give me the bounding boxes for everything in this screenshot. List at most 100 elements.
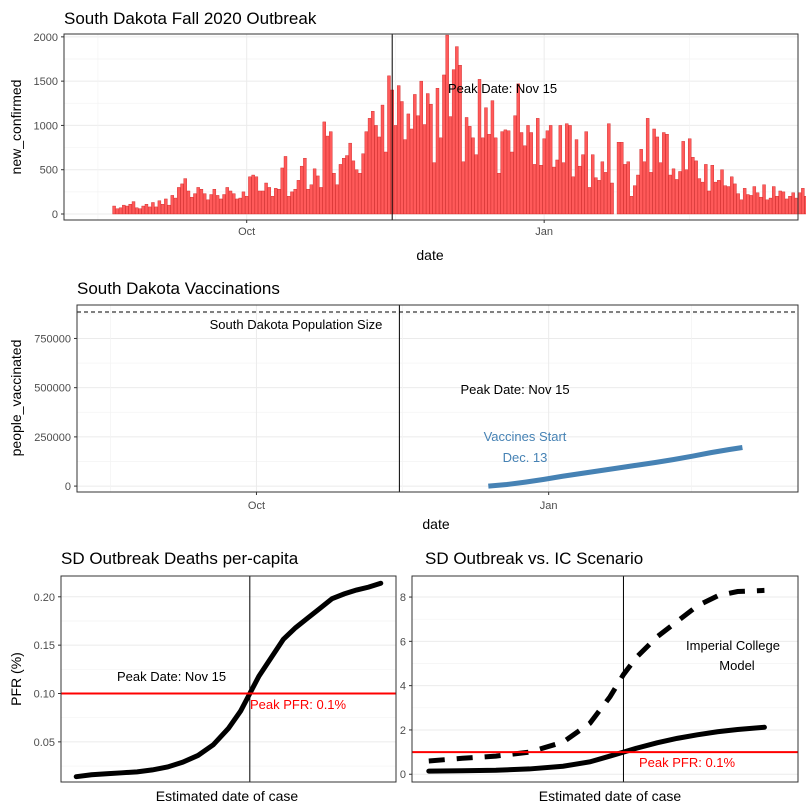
outbreak-bar xyxy=(128,204,132,215)
deaths-y-tick-label: 0.10 xyxy=(34,689,55,701)
outbreak-bar xyxy=(112,205,116,215)
outbreak-bar xyxy=(419,80,423,215)
outbreak-bar xyxy=(772,186,776,215)
outbreak-bar xyxy=(717,180,721,215)
outbreak-y-ticks: 0 500 1000 1500 2000 xyxy=(34,32,64,221)
outbreak-bar xyxy=(752,186,757,215)
deaths-grid xyxy=(61,596,396,767)
outbreak-bar xyxy=(131,201,136,215)
outbreak-bar xyxy=(342,157,346,215)
outbreak-bar xyxy=(755,192,760,215)
imperial-college-dashed-line xyxy=(428,587,765,764)
outbreak-bar xyxy=(202,193,207,215)
ic-scenario-x-label: Estimated date of case xyxy=(539,788,682,804)
outbreak-bar xyxy=(471,137,475,215)
outbreak-bar xyxy=(257,190,262,215)
outbreak-bar xyxy=(578,165,582,215)
outbreak-bar xyxy=(710,165,715,215)
vaccination-y-tick-label: 500000 xyxy=(34,383,71,395)
outbreak-bar xyxy=(439,137,443,215)
outbreak-bar xyxy=(513,115,517,215)
outbreak-bar xyxy=(245,196,249,215)
outbreak-bar xyxy=(652,128,656,215)
outbreak-bar xyxy=(474,154,478,215)
outbreak-bar xyxy=(655,136,660,215)
outbreak-x-label: date xyxy=(416,247,443,263)
outbreak-bar xyxy=(629,196,634,215)
outbreak-bar xyxy=(322,121,326,215)
outbreak-bar xyxy=(147,206,152,215)
outbreak-bar xyxy=(791,192,795,215)
outbreak-bar xyxy=(293,188,297,215)
deaths-panel: SD Outbreak Deaths per-capita 0.050.100.… xyxy=(8,549,397,804)
outbreak-bar xyxy=(160,204,165,215)
outbreak-bar xyxy=(584,131,588,215)
outbreak-bar xyxy=(157,200,162,215)
outbreak-bar xyxy=(493,137,498,215)
outbreak-y-tick-label: 1500 xyxy=(34,76,58,88)
outbreak-bar xyxy=(115,208,120,215)
outbreak-bar xyxy=(730,176,734,215)
vaccines-start-date-annotation: Dec. 13 xyxy=(503,450,548,465)
outbreak-bar xyxy=(746,194,750,215)
outbreak-bar xyxy=(387,75,391,215)
outbreak-bar xyxy=(691,157,695,215)
outbreak-bar xyxy=(186,190,191,215)
imperial-college-annotation-line1: Imperial College xyxy=(686,638,780,653)
outbreak-bar xyxy=(228,190,233,215)
outbreak-bar xyxy=(212,188,217,215)
outbreak-bar xyxy=(516,83,520,215)
outbreak-bar xyxy=(671,168,676,215)
outbreak-bar xyxy=(704,164,708,215)
outbreak-bar xyxy=(222,194,226,215)
outbreak-bar xyxy=(367,118,372,215)
outbreak-bar xyxy=(616,142,621,215)
outbreak-bar xyxy=(306,188,310,215)
outbreak-bar xyxy=(277,188,281,215)
ic-scenario-panel: SD Outbreak vs. IC Scenario 0 2 4 6 8 Imperi… xyxy=(400,549,799,804)
outbreak-bar xyxy=(694,160,698,215)
outbreak-bar xyxy=(458,64,462,215)
vaccines-start-annotation: Vaccines Start xyxy=(484,429,567,444)
outbreak-bar xyxy=(700,181,705,215)
outbreak-y-tick-label: 1000 xyxy=(34,120,58,132)
vaccination-peak-annotation: Peak Date: Nov 15 xyxy=(460,382,569,397)
population-annotation: South Dakota Population Size xyxy=(210,317,383,332)
outbreak-bar xyxy=(645,118,650,215)
outbreak-bar xyxy=(384,151,388,215)
outbreak-bar xyxy=(316,175,320,215)
outbreak-bar xyxy=(164,198,168,215)
outbreak-bar xyxy=(361,153,365,215)
outbreak-bar xyxy=(477,79,482,215)
outbreak-bar xyxy=(548,125,553,215)
ic-scenario-y-tick-label: 0 xyxy=(400,769,406,781)
outbreak-bar xyxy=(206,199,210,215)
outbreak-bar xyxy=(668,174,672,215)
outbreak-bar xyxy=(238,197,242,215)
outbreak-bar xyxy=(232,193,236,215)
outbreak-bar xyxy=(248,176,252,215)
outbreak-bar xyxy=(338,164,343,215)
outbreak-bar xyxy=(154,206,158,215)
outbreak-bar xyxy=(193,193,197,215)
vaccination-y-tick-label: 750000 xyxy=(34,333,71,345)
outbreak-panel: South Dakota Fall 2020 Outbreak 0 500 1000… xyxy=(8,9,806,263)
outbreak-bar xyxy=(545,130,550,215)
vaccination-panel: South Dakota Vaccinations 0 250000 500000 7… xyxy=(8,279,799,532)
outbreak-bar xyxy=(587,187,592,215)
outbreak-bar xyxy=(225,187,229,215)
outbreak-bar xyxy=(778,190,782,215)
outbreak-bar xyxy=(303,157,307,215)
outbreak-bar xyxy=(409,128,414,215)
outbreak-bar xyxy=(190,196,194,215)
outbreak-bars xyxy=(112,34,806,215)
deaths-peak-pfr-annotation: Peak PFR: 0.1% xyxy=(250,697,347,712)
outbreak-bar xyxy=(122,204,126,215)
outbreak-bar xyxy=(768,197,773,215)
outbreak-bar xyxy=(358,173,362,215)
outbreak-peak-annotation: Peak Date: Nov 15 xyxy=(448,81,557,96)
outbreak-bar xyxy=(510,151,514,215)
deaths-x-label: Estimated date of case xyxy=(156,788,299,804)
ic-scenario-y-ticks: 0 2 4 6 8 xyxy=(400,592,412,781)
